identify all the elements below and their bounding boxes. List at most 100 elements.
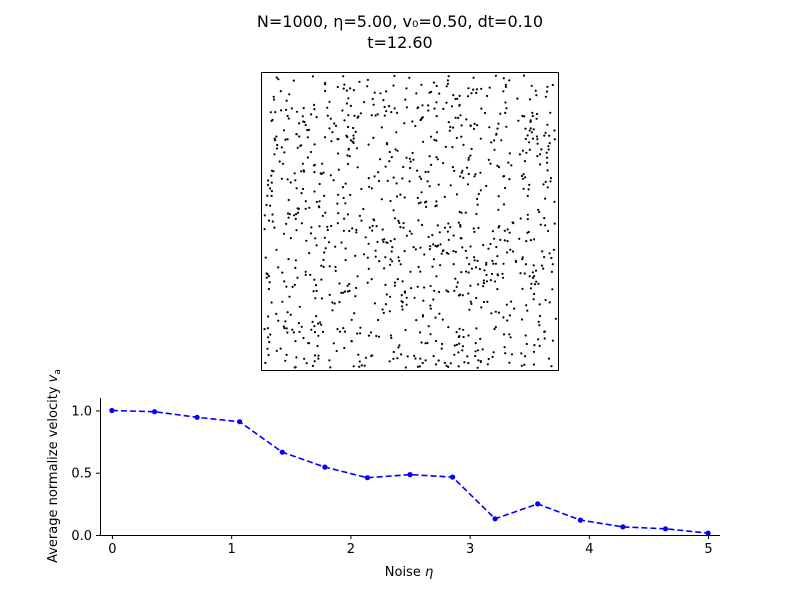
particle-point — [535, 94, 538, 97]
particle-point — [502, 316, 505, 319]
particle-point — [534, 89, 537, 92]
particle-point — [474, 173, 477, 176]
particle-point — [403, 290, 406, 293]
particle-point — [526, 218, 529, 221]
particle-point — [417, 219, 420, 222]
particle-point — [409, 270, 412, 273]
particle-point — [544, 224, 547, 227]
particle-point — [463, 361, 466, 364]
particle-point — [435, 139, 438, 142]
particle-point — [342, 229, 345, 232]
particle-point — [499, 112, 502, 115]
particle-point — [385, 90, 388, 93]
particle-point — [313, 163, 316, 166]
particle-point — [288, 213, 291, 216]
particle-point — [469, 124, 472, 127]
particle-point — [355, 228, 358, 231]
particle-point — [342, 327, 345, 330]
x-tick-label: 4 — [585, 542, 593, 557]
particle-point — [453, 169, 456, 172]
particle-point — [363, 253, 366, 256]
particle-point — [356, 166, 359, 169]
particle-point — [398, 259, 401, 262]
particle-point — [456, 281, 459, 284]
particle-point — [395, 131, 398, 134]
particle-point — [523, 363, 526, 366]
particle-point — [367, 177, 370, 180]
particle-point — [417, 106, 420, 109]
particle-point — [488, 126, 491, 129]
series-point — [662, 526, 669, 532]
particle-point — [466, 95, 470, 98]
particle-point — [457, 335, 460, 339]
particle-point — [546, 123, 549, 126]
particle-point — [399, 226, 402, 229]
particle-point — [338, 282, 341, 285]
particle-point — [502, 276, 505, 279]
particle-point — [515, 260, 518, 264]
particle-point — [411, 151, 414, 155]
particle-point — [397, 219, 400, 222]
particle-point — [495, 245, 498, 249]
particle-point — [345, 89, 348, 92]
particle-point — [332, 179, 335, 182]
particle-point — [526, 213, 529, 216]
series-line — [111, 409, 709, 534]
particle-point — [544, 180, 547, 183]
particle-point — [328, 265, 331, 268]
particle-point — [302, 187, 305, 191]
series-point — [535, 501, 541, 507]
particle-point — [270, 194, 273, 197]
particle-point — [502, 262, 505, 265]
particle-point — [525, 304, 528, 307]
particle-point — [414, 124, 417, 128]
particle-point — [543, 217, 546, 220]
particle-point — [445, 289, 448, 292]
particle-point — [386, 241, 389, 244]
particle-point — [483, 269, 486, 272]
particle-point — [540, 148, 543, 151]
particle-point — [533, 283, 537, 286]
particle-point — [282, 232, 286, 235]
particle-point — [359, 326, 362, 329]
particle-point — [328, 100, 331, 103]
particle-point — [497, 122, 500, 125]
particle-point — [277, 78, 280, 81]
particle-point — [336, 202, 339, 205]
particle-point — [267, 287, 270, 291]
particle-point — [403, 196, 406, 199]
particle-point — [479, 171, 482, 174]
particle-point — [349, 104, 352, 107]
particle-point — [356, 116, 359, 119]
particle-point — [304, 200, 307, 203]
particle-point — [436, 224, 439, 227]
particle-point — [553, 222, 556, 225]
particle-point — [308, 206, 311, 209]
particle-point — [502, 333, 506, 336]
particle-point — [543, 337, 546, 340]
figure-title-line-1: N=1000, η=5.00, v₀=0.50, dt=0.10 — [256, 12, 544, 31]
particle-point — [346, 213, 349, 216]
particle-point — [528, 148, 531, 151]
particle-point — [475, 327, 478, 330]
particle-point — [337, 212, 340, 215]
particle-point — [475, 296, 478, 300]
particle-point — [324, 89, 327, 93]
particle-point — [550, 365, 553, 368]
particle-point — [291, 328, 294, 331]
particle-point — [540, 264, 544, 267]
particle-point — [346, 135, 349, 139]
particle-point — [485, 273, 488, 277]
particle-point — [493, 148, 496, 151]
particle-point — [497, 195, 500, 198]
particle-point — [475, 91, 478, 95]
particle-point — [446, 82, 449, 85]
particle-point — [389, 295, 392, 298]
particle-point — [429, 333, 432, 336]
particle-point — [343, 83, 346, 86]
series-point — [237, 419, 243, 425]
particle-point — [427, 325, 430, 328]
particle-point — [396, 278, 399, 281]
particle-point — [441, 318, 444, 321]
particle-point — [402, 222, 405, 225]
